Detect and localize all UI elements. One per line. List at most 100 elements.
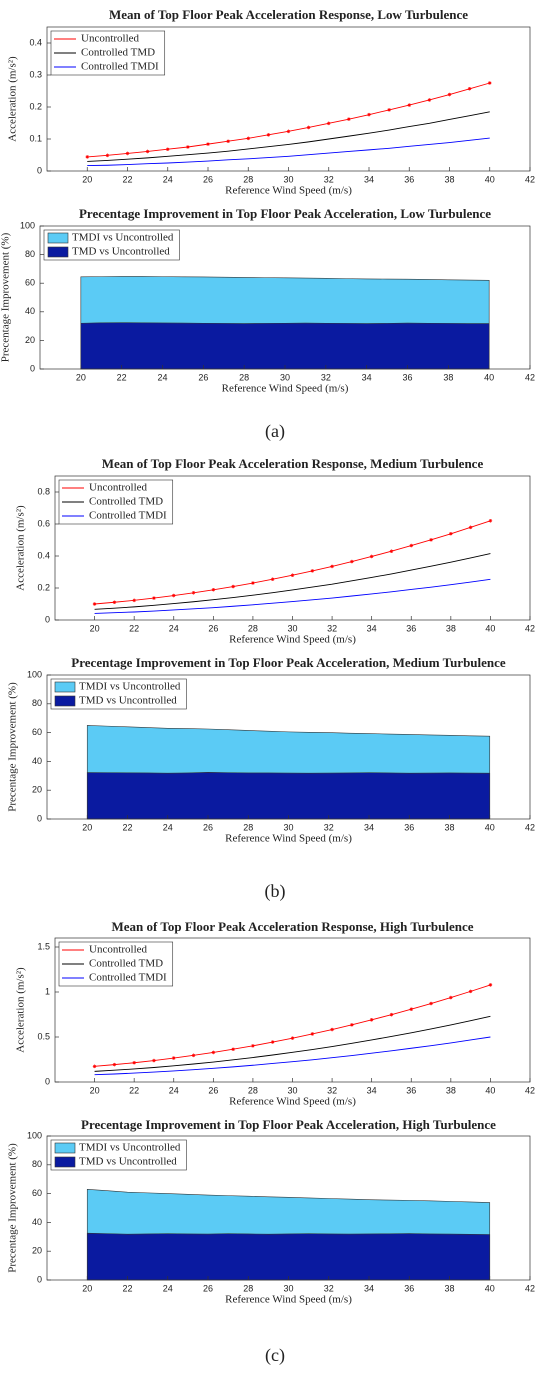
- marker: [449, 995, 453, 1000]
- legend: TMDI vs Uncontrolled TMD vs Uncontrolled: [43, 229, 180, 261]
- x-tick-label: 22: [122, 174, 132, 184]
- x-tick-label: 34: [367, 623, 377, 633]
- marker: [367, 112, 371, 117]
- y-axis-label: Acceleration (m/s²): [15, 505, 27, 591]
- caption: (a): [265, 421, 285, 442]
- marker: [488, 983, 493, 987]
- x-tick-label: 30: [287, 1085, 297, 1095]
- marker: [92, 1064, 97, 1069]
- legend-label: TMDI vs Uncontrolled: [79, 1142, 181, 1154]
- marker: [105, 153, 110, 158]
- legend: Uncontrolled Controlled TMD Controlled TMD…: [58, 479, 174, 525]
- x-tick-label: 32: [327, 623, 337, 633]
- x-tick-label: 20: [82, 822, 92, 832]
- x-tick-label: 26: [203, 1283, 213, 1293]
- chart: Mean of Top Floor Peak Acceleration Resp…: [15, 919, 535, 1108]
- chart: Mean of Top Floor Peak Acceleration Resp…: [7, 7, 535, 197]
- legend-label: Controlled TMD: [89, 958, 163, 970]
- legend-label: TMD vs Uncontrolled: [79, 1156, 177, 1168]
- x-tick-label: 38: [443, 372, 453, 382]
- x-tick-label: 22: [129, 1085, 139, 1095]
- x-tick-label: 26: [203, 822, 213, 832]
- chart-title: Mean of Top Floor Peak Acceleration Resp…: [102, 456, 484, 471]
- y-axis-label: Precentage Improvement (%): [7, 1143, 19, 1273]
- x-tick-label: 40: [485, 1085, 495, 1095]
- marker: [467, 86, 472, 91]
- legend-label: Uncontrolled: [89, 482, 148, 494]
- x-tick-label: 42: [525, 1085, 535, 1095]
- y-tick-label: 100: [27, 669, 42, 679]
- y-tick-label: 0: [45, 614, 50, 624]
- y-axis-label: Acceleration (m/s²): [15, 967, 27, 1053]
- legend-swatch: [54, 1142, 76, 1154]
- marker: [369, 554, 374, 559]
- x-axis-label: Reference Wind Speed (m/s): [225, 1294, 352, 1306]
- x-tick-label: 36: [404, 1283, 414, 1293]
- marker: [211, 587, 216, 592]
- line: [87, 137, 490, 167]
- line: [94, 578, 491, 614]
- x-tick-label: 24: [163, 174, 173, 184]
- y-tick-label: 80: [32, 1159, 42, 1169]
- marker: [270, 1040, 275, 1044]
- marker: [487, 81, 492, 85]
- legend-swatch: [54, 1156, 76, 1168]
- marker: [409, 1007, 414, 1011]
- x-tick-label: 42: [525, 623, 535, 633]
- marker: [145, 149, 150, 154]
- chart: Mean of Top Floor Peak Acceleration Resp…: [15, 456, 535, 646]
- x-tick-label: 30: [283, 1283, 293, 1293]
- marker: [468, 989, 473, 994]
- x-tick-label: 20: [90, 1085, 100, 1095]
- legend: Uncontrolled Controlled TMD Controlled TMD…: [50, 30, 166, 76]
- marker: [369, 1018, 374, 1022]
- x-tick-label: 22: [122, 1283, 132, 1293]
- x-tick-label: 32: [324, 822, 334, 832]
- marker: [112, 1062, 117, 1067]
- y-tick-label: 0.5: [37, 1031, 50, 1041]
- marker: [488, 519, 493, 523]
- x-tick-label: 40: [485, 822, 495, 832]
- x-tick-label: 24: [169, 623, 179, 633]
- x-tick-label: 22: [117, 372, 127, 382]
- x-tick-label: 42: [525, 822, 535, 832]
- marker: [326, 121, 331, 126]
- marker: [152, 1058, 156, 1063]
- marker: [246, 136, 251, 141]
- x-tick-label: 32: [321, 372, 331, 382]
- marker: [132, 1060, 136, 1065]
- legend-label: TMDI vs Uncontrolled: [72, 232, 174, 244]
- marker: [447, 92, 452, 97]
- x-tick-label: 20: [76, 372, 86, 382]
- y-tick-label: 20: [32, 1246, 42, 1256]
- area: [80, 322, 490, 370]
- legend-label: Uncontrolled: [89, 944, 148, 956]
- marker: [429, 1001, 433, 1006]
- chart: Precentage Improvement in Top Floor Peak…: [7, 1117, 535, 1306]
- x-tick-label: 24: [169, 1085, 179, 1095]
- marker: [429, 538, 433, 542]
- x-tick-label: 40: [485, 1283, 495, 1293]
- x-tick-label: 30: [287, 623, 297, 633]
- legend-label: Uncontrolled: [81, 33, 140, 45]
- marker: [231, 584, 235, 589]
- x-tick-label: 26: [198, 372, 208, 382]
- y-tick-label: 100: [27, 1130, 42, 1140]
- x-tick-label: 20: [90, 623, 100, 633]
- legend-label: Controlled TMDI: [89, 972, 167, 984]
- marker: [171, 593, 176, 598]
- y-tick-label: 40: [32, 1217, 42, 1227]
- y-tick-label: 60: [25, 278, 35, 288]
- x-tick-label: 30: [283, 174, 293, 184]
- y-tick-label: 80: [32, 698, 42, 708]
- x-tick-label: 40: [485, 174, 495, 184]
- y-tick-label: 0.3: [29, 69, 42, 79]
- y-tick-label: 0.2: [37, 582, 50, 592]
- marker: [389, 1012, 394, 1017]
- marker: [251, 1044, 255, 1048]
- x-tick-label: 28: [243, 174, 253, 184]
- x-axis-label: Reference Wind Speed (m/s): [225, 833, 352, 845]
- x-tick-label: 36: [406, 623, 416, 633]
- chart-title: Precentage Improvement in Top Floor Peak…: [71, 655, 506, 670]
- legend: TMDI vs Uncontrolled TMD vs Uncontrolled: [50, 1139, 187, 1171]
